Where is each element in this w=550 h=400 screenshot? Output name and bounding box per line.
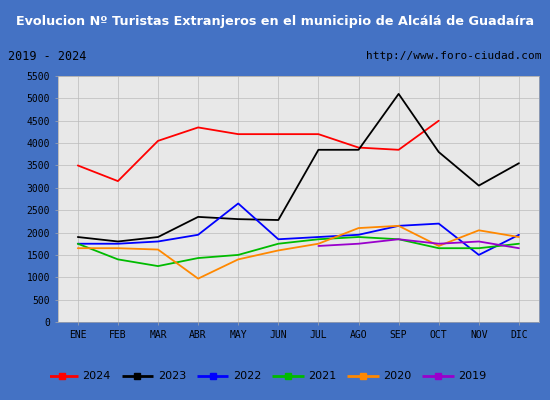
- Text: 2019: 2019: [458, 371, 487, 381]
- Text: 2024: 2024: [82, 371, 111, 381]
- Text: 2021: 2021: [308, 371, 336, 381]
- Text: 2022: 2022: [233, 371, 261, 381]
- Text: 2023: 2023: [158, 371, 186, 381]
- Text: 2020: 2020: [383, 371, 411, 381]
- Text: 2019 - 2024: 2019 - 2024: [8, 50, 86, 63]
- Text: Evolucion Nº Turistas Extranjeros en el municipio de Alcálá de Guadaíra: Evolucion Nº Turistas Extranjeros en el …: [16, 14, 534, 28]
- Text: http://www.foro-ciudad.com: http://www.foro-ciudad.com: [366, 51, 542, 61]
